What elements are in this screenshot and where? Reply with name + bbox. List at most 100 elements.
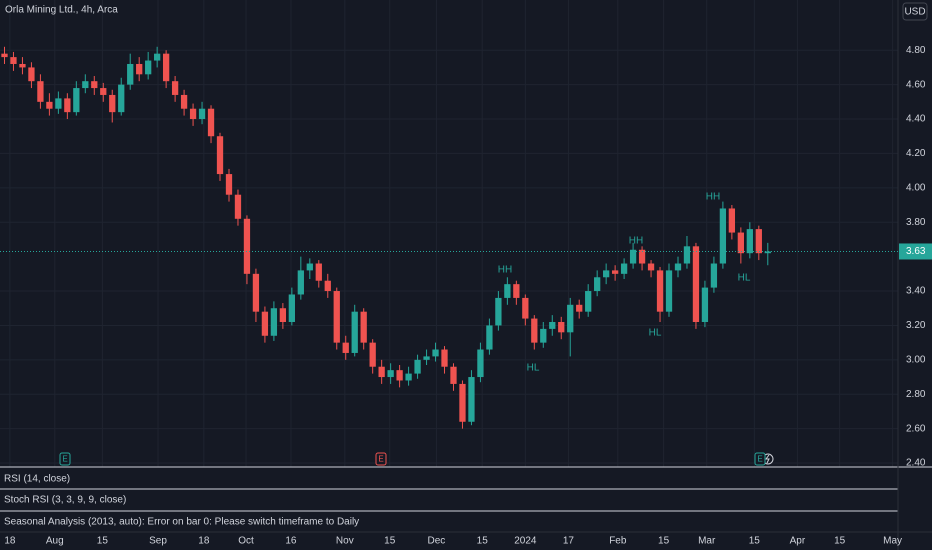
candle-body (91, 81, 98, 89)
candle-body (683, 246, 691, 264)
earnings-label: E (757, 455, 762, 464)
candle-body (270, 308, 278, 336)
candle-body (468, 377, 475, 422)
candle-body (477, 349, 484, 378)
candle-body (665, 270, 673, 312)
candle-body (719, 208, 727, 264)
earnings-icon[interactable] (59, 452, 71, 466)
x-tick-label: 15 (384, 536, 396, 547)
x-tick-label: 2024 (514, 536, 537, 547)
y-tick-label: 3.20 (906, 320, 926, 331)
candle-body (540, 328, 547, 343)
x-tick-label: Sep (149, 536, 167, 547)
candle-body (737, 232, 744, 254)
candle-body (82, 81, 89, 89)
panel-label: Stoch RSI (3, 3, 9, 9, close) (4, 495, 126, 506)
swing-label: HL (649, 328, 662, 339)
swing-label: HH (629, 236, 643, 247)
y-tick-label: 2.60 (906, 423, 926, 434)
candle-body (549, 321, 556, 329)
x-tick-label: Mar (698, 536, 716, 547)
y-tick-label: 3.00 (906, 354, 926, 365)
candle-body (513, 284, 520, 298)
earnings-icon[interactable] (375, 452, 387, 466)
y-tick-label: 2.40 (906, 458, 926, 469)
candle-body (594, 277, 601, 292)
candle-body (243, 218, 251, 274)
candle-body (701, 287, 709, 322)
x-tick-label: 15 (834, 536, 846, 547)
x-tick-label: 18 (198, 536, 210, 547)
last-price-label: 3.63 (906, 246, 926, 257)
candle-body (647, 263, 655, 271)
candle-body (603, 270, 610, 278)
candle-body (28, 67, 35, 82)
x-tick-label: 16 (285, 536, 297, 547)
candle-body (118, 84, 125, 113)
candle-body (585, 291, 592, 312)
candle-body (279, 308, 287, 322)
candle-body (261, 311, 269, 336)
candle-body (620, 263, 628, 274)
candle-body (414, 359, 421, 374)
candle-body (387, 370, 394, 378)
candle-body (189, 108, 197, 120)
candle-body (495, 297, 502, 326)
earnings-icon[interactable] (754, 452, 766, 466)
swing-label: HH (498, 265, 512, 276)
last-price-tag (899, 243, 932, 260)
candle-body (145, 60, 152, 75)
candle-body (73, 88, 80, 113)
swing-label: HL (527, 363, 540, 374)
candle-body (342, 342, 349, 353)
x-tick-label: 15 (749, 536, 761, 547)
candle-body (64, 98, 71, 113)
candle-body (567, 304, 574, 333)
candle-body (171, 81, 179, 95)
candle-body (100, 88, 107, 95)
candle-body (225, 174, 233, 195)
earnings-label: E (378, 455, 383, 464)
y-tick-label: 3.40 (906, 286, 926, 297)
candle-body (755, 229, 762, 254)
candle-body (728, 208, 736, 233)
candle-body (162, 53, 170, 82)
x-tick-label: 17 (563, 536, 575, 547)
candle-body (746, 229, 753, 254)
candle-body (656, 270, 664, 312)
candle-body (441, 349, 448, 367)
candle-body (1, 53, 8, 58)
y-tick-label: 4.60 (906, 79, 926, 90)
candle-body (154, 53, 161, 61)
candle-body (764, 251, 771, 254)
candle-body (405, 373, 412, 381)
candle-body (109, 94, 116, 113)
x-tick-label: 15 (97, 536, 109, 547)
candle-body (19, 63, 26, 68)
candle-body (638, 249, 646, 264)
candle-body (333, 291, 340, 343)
swing-label: HH (706, 192, 720, 203)
x-tick-label: 18 (4, 536, 16, 547)
swing-label: HL (738, 273, 751, 284)
x-tick-label: Nov (336, 536, 354, 547)
candle-body (611, 270, 619, 274)
candle-body (360, 311, 367, 343)
candle-body (486, 325, 493, 350)
x-tick-label: Oct (238, 536, 254, 547)
x-tick-label: Dec (428, 536, 446, 547)
candle-body (450, 366, 457, 384)
candle-body (315, 263, 322, 281)
candle-body (55, 98, 62, 109)
panel-label: Seasonal Analysis (2013, auto): Error on… (4, 517, 359, 528)
x-tick-label: 15 (477, 536, 489, 547)
candle-body (710, 263, 718, 288)
currency-button[interactable] (902, 2, 928, 21)
panel-label: RSI (14, close) (4, 474, 70, 485)
currency[interactable]: USD (904, 7, 925, 18)
candle-body (576, 304, 583, 312)
candle-body (234, 194, 242, 219)
candle-body (459, 383, 466, 422)
x-tick-label: Apr (790, 536, 806, 547)
